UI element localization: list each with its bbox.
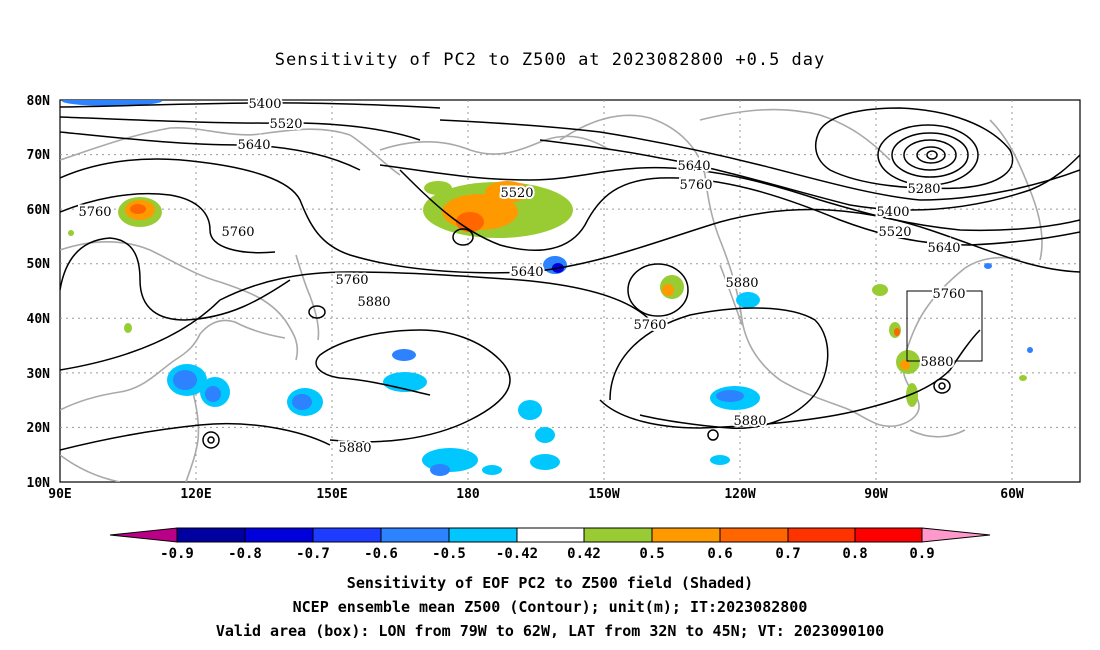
caption-valid-area: Valid area (box): LON from 79W to 62W, L… [215, 622, 885, 640]
contour-label: 5520 [269, 117, 302, 132]
lon-label: 180 [456, 487, 480, 502]
contour-label: 5760 [679, 178, 712, 193]
contour-label: 5520 [878, 225, 911, 240]
contour-label: 5640 [677, 159, 710, 174]
lon-label: 120W [724, 487, 755, 502]
lat-label: 80N [27, 94, 51, 109]
contour-label: 5880 [725, 276, 758, 291]
contour-label: 5280 [907, 182, 940, 197]
valid-area-box [906, 290, 983, 362]
latitude-labels: 80N 70N 60N 50N 40N 30N 20N 10N [27, 94, 51, 491]
colorbar-segment [109, 527, 178, 543]
colorbar-segment [176, 527, 246, 543]
colorbar-tick: 0.7 [775, 546, 800, 562]
lon-label: 60W [1000, 487, 1024, 502]
colorbar-tick: -0.5 [432, 546, 466, 562]
contour-label: 5400 [248, 97, 281, 112]
caption-shaded: Sensitivity of EOF PC2 to Z500 field (Sh… [346, 574, 754, 592]
colorbar-tick: 0.9 [909, 546, 934, 562]
colorbar-tick: -0.42 [496, 546, 538, 562]
contour-label: 5520 [500, 186, 533, 201]
caption-contour: NCEP ensemble mean Z500 (Contour); unit(… [292, 598, 808, 616]
colorbar-segment [312, 527, 382, 543]
lat-label: 20N [27, 421, 51, 436]
colorbar-segment [380, 527, 450, 543]
colorbar-segment [921, 527, 991, 543]
colorbar-tick: -0.6 [364, 546, 398, 562]
lat-label: 50N [27, 257, 51, 272]
contour-label: 5760 [335, 273, 368, 288]
contour-label: 5880 [338, 441, 371, 456]
contour-label: 5640 [237, 138, 270, 153]
contour-label-group: 5400 5520 5640 5760 5760 5520 5640 5760 … [76, 95, 967, 458]
colorbar-segment [719, 527, 789, 543]
contour-label: 5880 [357, 295, 390, 310]
lat-label: 40N [27, 312, 51, 327]
contour-label: 5640 [927, 241, 960, 256]
colorbar-tick: 0.8 [842, 546, 867, 562]
contour-label: 5760 [78, 205, 111, 220]
lon-label: 150E [316, 487, 347, 502]
lon-label: 90E [48, 487, 71, 502]
contour-label: 5760 [633, 318, 666, 333]
colorbar [109, 527, 991, 543]
gridlines [60, 100, 1080, 482]
figure-title: Sensitivity of PC2 to Z500 at 2023082800… [274, 50, 826, 70]
colorbar-segment [651, 527, 721, 543]
colorbar-tick: -0.7 [296, 546, 330, 562]
z500-contours [60, 102, 1080, 451]
colorbar-segment [448, 527, 518, 543]
colorbar-tick: -0.8 [228, 546, 262, 562]
lon-label: 90W [864, 487, 888, 502]
lat-label: 60N [27, 203, 51, 218]
contour-label: 5640 [510, 265, 543, 280]
contour-label: 5760 [221, 225, 254, 240]
colorbar-segment [244, 527, 314, 543]
contour-label: 5880 [733, 414, 766, 429]
lat-label: 10N [27, 476, 51, 491]
colorbar-tick: -0.9 [160, 546, 194, 562]
colorbar-tick: 0.5 [639, 546, 664, 562]
lat-label: 70N [27, 148, 51, 163]
lon-label: 150W [588, 487, 619, 502]
contour-label: 5760 [932, 287, 965, 302]
colorbar-tick: 0.6 [707, 546, 732, 562]
lat-label: 30N [27, 367, 51, 382]
colorbar-segment [583, 527, 653, 543]
contour-label: 5400 [876, 205, 909, 220]
colorbar-segment [516, 527, 585, 543]
contour-label: 5880 [920, 355, 953, 370]
colorbar-ticks: -0.9 -0.8 -0.7 -0.6 -0.5 -0.42 0.42 0.5 … [160, 546, 935, 562]
longitude-labels: 90E 120E 150E 180 150W 120W 90W 60W [48, 487, 1024, 502]
colorbar-segment [854, 527, 923, 543]
colorbar-segment [787, 527, 856, 543]
lon-label: 120E [180, 487, 211, 502]
colorbar-tick: 0.42 [567, 546, 601, 562]
